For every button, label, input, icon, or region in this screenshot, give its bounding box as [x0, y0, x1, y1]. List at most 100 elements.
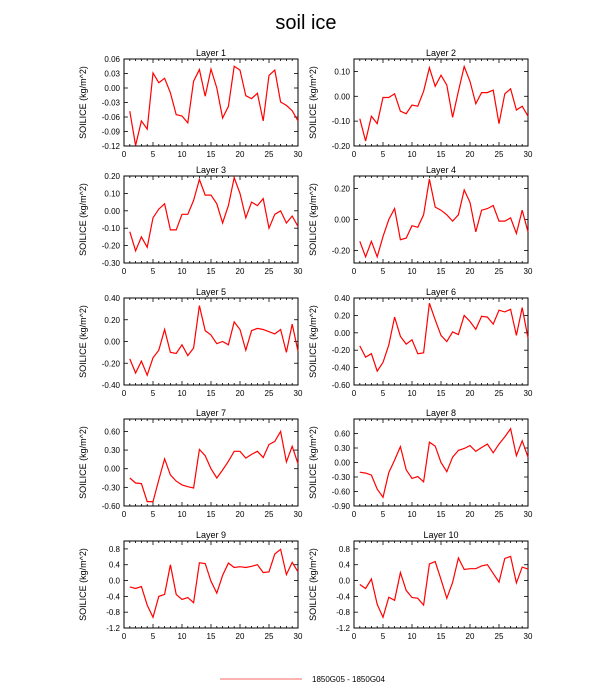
legend-label: 1850G05 - 1850G04 — [312, 675, 385, 684]
y-axis-label: SOILICE (kg/m^2) — [78, 426, 88, 499]
y-tick-label: 0.00 — [104, 84, 120, 93]
y-axis-label: SOILICE (kg/m^2) — [308, 305, 318, 378]
x-tick-label: 30 — [524, 150, 533, 159]
y-tick-label: 0.20 — [334, 311, 350, 320]
x-tick-label: 20 — [466, 632, 475, 641]
panel-title: Layer 8 — [426, 408, 456, 418]
x-tick-label: 5 — [381, 150, 386, 159]
series-line — [129, 65, 299, 146]
y-tick-label: 0.00 — [334, 459, 350, 468]
x-tick-label: 20 — [236, 389, 245, 398]
panel-layer-3: Layer 3 SOILICE (kg/m^2) 0 5 10 15 20 25 30 -0.30… — [78, 165, 303, 276]
y-tick-label: -1.2 — [336, 624, 350, 633]
x-tick-label: 10 — [408, 389, 417, 398]
x-tick-label: 0 — [352, 389, 357, 398]
panel-grid: Layer 1 SOILICE (kg/m^2) 0 5 10 15 20 25 30 -0.12… — [78, 48, 533, 641]
series-line — [359, 178, 529, 259]
plot-frame — [353, 58, 529, 147]
x-tick-label: 20 — [466, 389, 475, 398]
panel-layer-2: Layer 2 SOILICE (kg/m^2) 0 5 10 15 20 25 30 -0.20… — [308, 48, 533, 159]
y-tick-label: -0.30 — [102, 483, 121, 492]
y-tick-label: 0.4 — [339, 561, 351, 570]
panel-title: Layer 5 — [196, 287, 226, 297]
y-tick-label: -0.09 — [102, 128, 121, 137]
x-tick-label: 20 — [466, 267, 475, 276]
x-tick-label: 20 — [236, 150, 245, 159]
y-tick-label: -0.8 — [106, 608, 120, 617]
x-tick-label: 10 — [408, 150, 417, 159]
y-tick-label: -0.10 — [102, 224, 121, 233]
y-tick-label: 0.20 — [104, 316, 120, 325]
plot-frame — [123, 297, 299, 386]
x-tick-label: 5 — [151, 267, 156, 276]
x-tick-label: 5 — [151, 510, 156, 519]
x-tick-label: 10 — [178, 632, 187, 641]
y-tick-label: -0.30 — [102, 259, 121, 268]
x-tick-label: 15 — [207, 510, 216, 519]
x-tick-label: 30 — [524, 267, 533, 276]
panel-title: Layer 10 — [423, 530, 458, 540]
series-line — [129, 429, 299, 503]
series-line — [359, 64, 529, 142]
series-line — [129, 548, 299, 620]
y-tick-label: 0.0 — [109, 577, 121, 586]
series-line — [359, 303, 529, 373]
y-tick-label: -0.20 — [102, 359, 121, 368]
x-tick-label: 15 — [437, 267, 446, 276]
x-tick-label: 25 — [495, 150, 504, 159]
y-axis-label: SOILICE (kg/m^2) — [78, 548, 88, 621]
y-tick-label: -0.4 — [336, 592, 350, 601]
x-tick-label: 10 — [178, 150, 187, 159]
legend: 1850G05 - 1850G04 — [220, 675, 385, 684]
y-axis-label: SOILICE (kg/m^2) — [308, 548, 318, 621]
y-tick-label: 0.60 — [104, 427, 120, 436]
y-tick-label: 0.0 — [339, 577, 351, 586]
y-tick-label: -0.40 — [102, 381, 121, 390]
y-axis-label: SOILICE (kg/m^2) — [78, 183, 88, 256]
y-tick-label: -0.10 — [332, 117, 351, 126]
y-tick-label: -0.30 — [332, 473, 351, 482]
y-axis-label: SOILICE (kg/m^2) — [308, 426, 318, 499]
panel-layer-9: Layer 9 SOILICE (kg/m^2) 0 5 10 15 20 25 30 -1.2 -… — [78, 530, 303, 641]
series-line — [129, 305, 299, 377]
y-tick-label: 0.8 — [109, 545, 121, 554]
figure-title: soil ice — [275, 12, 336, 34]
panel-title: Layer 4 — [426, 165, 456, 175]
panel-layer-5: Layer 5 SOILICE (kg/m^2) 0 5 10 15 20 25 30 -0.40… — [78, 287, 303, 398]
plot-frame — [123, 175, 299, 264]
x-tick-label: 5 — [151, 389, 156, 398]
x-tick-label: 5 — [151, 632, 156, 641]
y-tick-label: -0.20 — [332, 346, 351, 355]
series-line — [359, 555, 529, 620]
x-tick-label: 30 — [294, 510, 303, 519]
x-tick-label: 20 — [236, 632, 245, 641]
x-tick-label: 25 — [265, 510, 274, 519]
x-tick-label: 0 — [122, 150, 127, 159]
panel-layer-10: Layer 10 SOILICE (kg/m^2) 0 5 10 15 20 25 30 -1.2… — [308, 530, 533, 641]
x-tick-label: 15 — [437, 389, 446, 398]
y-tick-label: 0.10 — [104, 189, 120, 198]
x-tick-label: 0 — [122, 510, 127, 519]
x-tick-label: 15 — [207, 389, 216, 398]
panel-layer-1: Layer 1 SOILICE (kg/m^2) 0 5 10 15 20 25 30 -0.12… — [78, 48, 303, 159]
y-tick-label: -0.12 — [102, 142, 121, 151]
y-axis-label: SOILICE (kg/m^2) — [78, 66, 88, 139]
y-tick-label: -0.06 — [102, 113, 121, 122]
plot-frame — [123, 418, 299, 507]
y-tick-label: 0.00 — [334, 92, 350, 101]
x-tick-label: 30 — [294, 150, 303, 159]
x-tick-label: 30 — [524, 510, 533, 519]
x-tick-label: 0 — [352, 267, 357, 276]
y-tick-label: 0.30 — [334, 444, 350, 453]
y-tick-label: 0.00 — [104, 338, 120, 347]
x-tick-label: 20 — [236, 267, 245, 276]
panel-title: Layer 2 — [426, 48, 456, 58]
y-tick-label: 0.00 — [334, 329, 350, 338]
y-tick-label: -0.60 — [102, 502, 121, 511]
x-tick-label: 15 — [437, 632, 446, 641]
panel-layer-7: Layer 7 SOILICE (kg/m^2) 0 5 10 15 20 25 30 -0.60… — [78, 408, 303, 519]
y-tick-label: -0.60 — [332, 381, 351, 390]
x-tick-label: 25 — [265, 632, 274, 641]
y-tick-label: -0.40 — [332, 364, 351, 373]
panel-layer-4: Layer 4 SOILICE (kg/m^2) 0 5 10 15 20 25 30 -0.20… — [308, 165, 533, 276]
